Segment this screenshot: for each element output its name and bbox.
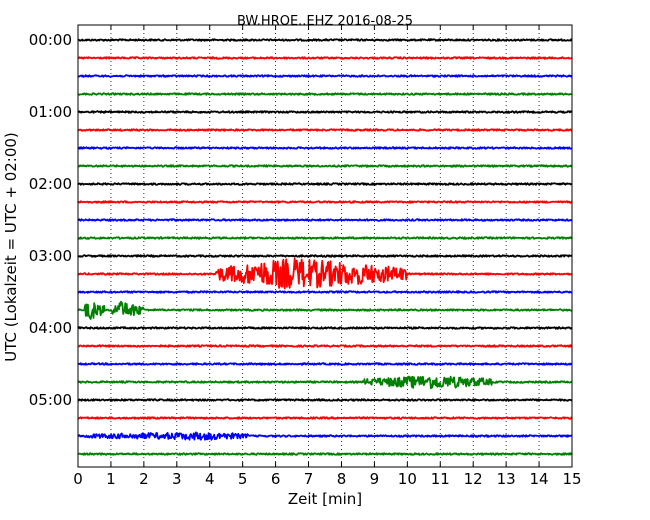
trace-0415: [77, 344, 573, 348]
trace-0400: [77, 326, 573, 330]
trace-0545: [77, 452, 573, 456]
trace-0200: [77, 182, 573, 186]
trace-0330: [77, 290, 573, 294]
trace-0300: [77, 254, 573, 258]
seismogram-traces: [77, 38, 573, 456]
x-tick-label: 5: [238, 470, 248, 488]
chart-title: BW.HROE..EHZ 2016-08-25: [237, 14, 413, 29]
x-axis-label: Zeit [min]: [288, 490, 362, 508]
y-axis-ticks: 00:00 01:00 02:00 03:00 04:00 05:00: [29, 31, 572, 409]
x-tick-label: 15: [562, 470, 581, 488]
y-tick-label: 01:00: [29, 103, 72, 121]
vertical-grid: [110, 25, 540, 467]
trace-0515: [77, 416, 573, 420]
trace-0015: [77, 56, 573, 60]
y-axis-label: UTC (Lokalzeit = UTC + 02:00): [2, 132, 20, 362]
x-tick-label: 6: [271, 470, 281, 488]
x-tick-label: 7: [304, 470, 314, 488]
trace-0000: [77, 38, 573, 42]
x-tick-label: 10: [398, 470, 417, 488]
x-tick-label: 11: [431, 470, 450, 488]
y-tick-label: 03:00: [29, 247, 72, 265]
x-tick-label: 13: [497, 470, 516, 488]
trace-0130: [77, 146, 573, 150]
y-tick-label: 00:00: [29, 31, 72, 49]
trace-0500: [77, 398, 573, 402]
trace-0045: [77, 92, 573, 96]
y-tick-label: 02:00: [29, 175, 72, 193]
x-tick-label: 1: [106, 470, 116, 488]
x-axis-ticks: 0 1 2 3 4 5 6 7 8 9 10 11 12 13 14 15: [73, 25, 582, 488]
trace-0030: [77, 74, 573, 78]
x-tick-label: 9: [370, 470, 380, 488]
trace-0115: [77, 128, 573, 132]
x-tick-label: 0: [73, 470, 83, 488]
trace-0530: [77, 431, 573, 441]
y-tick-label: 05:00: [29, 391, 72, 409]
x-tick-label: 12: [464, 470, 483, 488]
plot-frame: [77, 24, 573, 468]
trace-0100: [77, 110, 573, 114]
trace-0445: [77, 375, 573, 390]
x-tick-label: 8: [337, 470, 347, 488]
x-tick-label: 4: [205, 470, 215, 488]
trace-0230: [77, 218, 573, 222]
x-tick-label: 3: [172, 470, 182, 488]
x-tick-label: 14: [530, 470, 549, 488]
y-tick-label: 04:00: [29, 319, 72, 337]
trace-0315: [77, 257, 573, 290]
trace-0430: [77, 362, 573, 366]
trace-0245: [77, 236, 573, 240]
trace-0215: [77, 200, 573, 204]
x-tick-label: 2: [139, 470, 149, 488]
trace-0345: [77, 300, 573, 320]
trace-0145: [77, 164, 573, 168]
